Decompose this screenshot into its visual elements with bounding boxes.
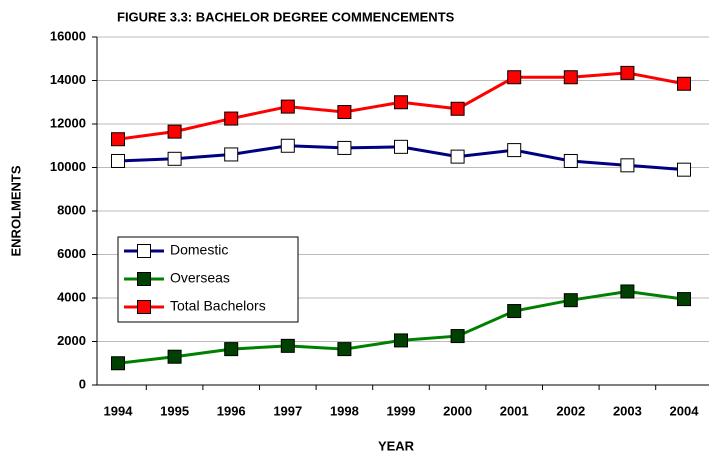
- marker: [620, 65, 635, 80]
- x-tick-label: 2001: [500, 403, 529, 418]
- x-tick-label: 1994: [104, 403, 134, 418]
- marker: [450, 149, 465, 164]
- legend-label: Total Bachelors: [170, 298, 266, 314]
- marker: [224, 111, 239, 126]
- marker: [280, 99, 295, 114]
- marker: [111, 132, 125, 147]
- legend-marker: [137, 272, 151, 286]
- marker: [677, 162, 691, 177]
- y-tick-label: 14000: [50, 72, 86, 87]
- marker: [167, 349, 182, 364]
- y-tick-label: 2000: [57, 333, 86, 348]
- y-tick-label: 12000: [50, 115, 86, 130]
- legend-marker: [137, 300, 151, 314]
- marker: [450, 101, 465, 116]
- x-tick-label: 1998: [330, 403, 359, 418]
- marker: [111, 153, 125, 168]
- x-tick-label: 2004: [670, 403, 700, 418]
- y-tick-label: 0: [79, 376, 86, 391]
- y-tick-label: 16000: [50, 28, 86, 43]
- x-tick-label: 1995: [160, 403, 189, 418]
- marker: [337, 105, 352, 120]
- marker: [450, 329, 465, 344]
- y-tick-label: 4000: [57, 289, 86, 304]
- marker: [280, 338, 295, 353]
- marker: [337, 342, 352, 357]
- y-axis-label: ENROLMENTS: [8, 165, 23, 256]
- marker: [224, 342, 239, 357]
- marker: [280, 138, 295, 153]
- x-tick-label: 2002: [556, 403, 585, 418]
- marker: [563, 153, 578, 168]
- marker: [394, 139, 408, 154]
- x-tick-label: 2000: [443, 403, 472, 418]
- y-tick-label: 6000: [57, 246, 86, 261]
- marker: [620, 158, 635, 173]
- x-tick-label: 1997: [273, 403, 302, 418]
- marker: [677, 292, 691, 307]
- x-tick-label: 2003: [613, 403, 642, 418]
- marker: [563, 70, 578, 85]
- x-tick-label: 1996: [217, 403, 246, 418]
- marker: [620, 284, 635, 299]
- legend-label: Overseas: [170, 270, 230, 286]
- y-tick-label: 10000: [50, 159, 86, 174]
- x-axis-label: YEAR: [378, 438, 415, 453]
- marker: [507, 70, 522, 85]
- marker: [677, 76, 691, 91]
- marker: [563, 293, 578, 308]
- marker: [394, 95, 408, 110]
- marker: [507, 143, 522, 158]
- y-tick-label: 8000: [57, 202, 86, 217]
- marker: [167, 151, 182, 166]
- marker: [394, 333, 408, 348]
- legend-label: Domestic: [170, 242, 228, 258]
- x-tick-label: 1999: [387, 403, 416, 418]
- marker: [111, 356, 125, 371]
- marker: [167, 124, 182, 139]
- marker: [507, 304, 522, 319]
- legend-marker: [137, 244, 151, 258]
- marker: [337, 140, 352, 155]
- marker: [224, 147, 239, 162]
- chart-title: FIGURE 3.3: BACHELOR DEGREE COMMENCEMENT…: [117, 9, 455, 24]
